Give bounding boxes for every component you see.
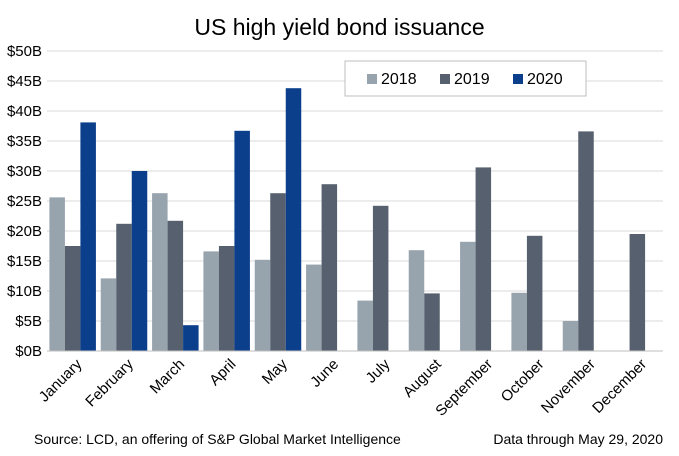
x-tick-label: May <box>259 355 291 387</box>
y-tick-label: $40B <box>7 103 42 120</box>
y-axis-ticks: $0B $5B $10B $15B $20B $25B $30B $35B $40B $45B $5… <box>7 43 42 360</box>
chart-title: US high yield bond issuance <box>194 14 485 40</box>
x-tick-label: August <box>400 355 446 401</box>
y-tick-label: $45B <box>7 73 42 90</box>
legend-label-2020: 2020 <box>527 71 563 88</box>
y-tick-label: $35B <box>7 133 42 150</box>
bar-2019-january <box>64 246 81 351</box>
bar-2019-april <box>218 246 235 351</box>
bar-2018-august <box>408 250 425 351</box>
bar-2018-november <box>562 321 579 351</box>
y-tick-label: $30B <box>7 163 42 180</box>
bar-2020-february <box>131 171 148 351</box>
x-tick-label: December <box>589 356 650 417</box>
y-tick-label: $15B <box>7 253 42 270</box>
bar-2020-april <box>234 130 250 351</box>
legend-swatch-2018 <box>367 74 377 84</box>
bar-2018-march <box>152 193 168 351</box>
legend-label-2019: 2019 <box>454 71 490 88</box>
bar-2019-february <box>116 223 132 351</box>
x-tick-label: February <box>82 355 137 410</box>
legend-swatch-2020 <box>513 74 523 84</box>
bar-2019-march <box>167 220 184 351</box>
x-tick-label: November <box>538 356 599 417</box>
bar-2020-march <box>183 325 199 351</box>
y-tick-label: $0B <box>15 343 42 360</box>
bar-2020-january <box>80 122 96 352</box>
bar-2018-may <box>254 259 271 351</box>
bar-2019-november <box>578 131 594 351</box>
bar-2019-may <box>270 193 286 351</box>
legend-swatch-2019 <box>440 74 450 84</box>
bar-2018-june <box>306 264 322 351</box>
x-tick-label: October <box>498 356 548 406</box>
x-tick-label: March <box>147 356 188 397</box>
bars <box>49 88 646 352</box>
bar-2020-may <box>285 88 302 351</box>
bar-2019-september <box>475 167 492 351</box>
x-tick-label: June <box>307 356 342 391</box>
bar-2018-april <box>203 251 219 351</box>
bar-2018-july <box>357 300 373 351</box>
gridlines <box>47 50 663 322</box>
source-note: Source: LCD, an offering of S&P Global M… <box>34 431 401 447</box>
bar-2019-june <box>321 184 338 351</box>
x-tick-label: July <box>363 355 394 386</box>
legend-label-2018: 2018 <box>381 71 417 88</box>
x-tick-label: April <box>206 356 239 389</box>
y-tick-label: $10B <box>7 283 42 300</box>
y-tick-label: $50B <box>7 43 42 60</box>
legend-box <box>344 60 587 97</box>
legend: 2018 2019 2020 <box>344 60 587 97</box>
bar-2019-october <box>526 235 543 351</box>
y-tick-label: $25B <box>7 193 42 210</box>
bar-2018-september <box>460 241 476 351</box>
date-note: Data through May 29, 2020 <box>493 431 663 447</box>
bar-2019-july <box>372 205 389 351</box>
bar-2018-october <box>511 292 527 351</box>
bar-2019-december <box>629 234 646 351</box>
bar-2018-february <box>100 278 117 351</box>
y-tick-label: $20B <box>7 223 42 240</box>
bar-2019-august <box>424 293 440 351</box>
y-tick-label: $5B <box>15 313 42 330</box>
bar-2018-january <box>49 197 65 351</box>
x-tick-label: January <box>36 355 86 405</box>
